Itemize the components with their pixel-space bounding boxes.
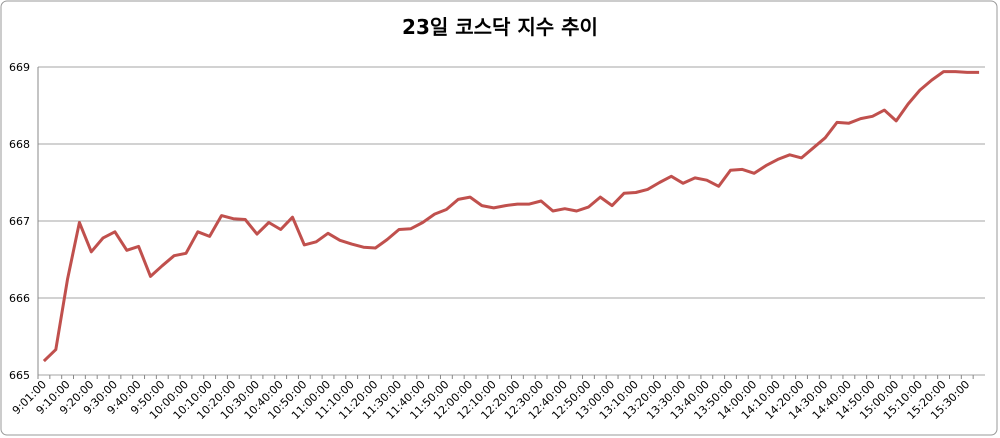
y-tick-label: 665 [9,369,30,382]
y-tick-label: 667 [9,215,30,228]
data-line [42,70,980,363]
chart-title: 23일 코스닥 지수 추이 [402,15,598,39]
y-tick-label: 669 [9,61,30,74]
y-tick-label: 666 [9,292,30,305]
y-tick-label: 668 [9,138,30,151]
